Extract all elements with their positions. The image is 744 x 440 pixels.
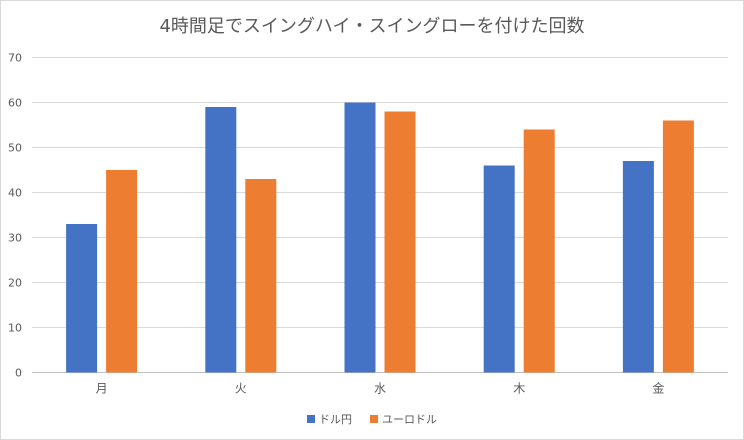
x-tick-label: 月 — [96, 382, 108, 396]
y-tick-label: 20 — [8, 277, 22, 290]
gridlines — [32, 57, 728, 373]
y-axis-ticks: 0 10 20 30 40 50 60 70 — [8, 52, 22, 380]
legend-item: ユーロドル — [370, 411, 437, 427]
chart-title: 4時間足でスイングハイ・スイングローを付けた回数 — [159, 16, 585, 37]
bar-series-1-0 — [106, 170, 138, 373]
x-axis-ticks: 月火水木金 — [96, 381, 665, 396]
x-tick-label: 火 — [235, 382, 247, 396]
bar-series-0-0 — [66, 224, 98, 373]
bar-series-1-2 — [384, 111, 416, 373]
legend-label: ユーロドル — [382, 413, 437, 426]
y-tick-label: 50 — [8, 142, 22, 155]
bar-series-0-4 — [622, 161, 654, 373]
bar-series-0-3 — [483, 165, 515, 373]
bar-series-0-1 — [205, 107, 237, 373]
legend-item: ドル円 — [307, 411, 352, 427]
bar-series-1-1 — [245, 179, 277, 373]
y-tick-label: 60 — [8, 97, 22, 110]
y-tick-label: 0 — [15, 367, 22, 380]
y-tick-label: 40 — [8, 187, 22, 200]
legend-label: ドル円 — [319, 413, 352, 426]
y-tick-label: 30 — [8, 232, 22, 245]
bars — [66, 102, 694, 373]
x-tick-label: 木 — [513, 382, 525, 396]
bar-series-1-3 — [523, 129, 555, 373]
x-tick-label: 水 — [374, 382, 386, 396]
y-tick-label: 70 — [8, 52, 22, 65]
legend-swatch — [307, 415, 315, 423]
legend-swatch — [370, 415, 378, 423]
y-tick-label: 10 — [8, 322, 22, 335]
x-tick-label: 金 — [652, 381, 664, 396]
bar-series-1-4 — [662, 120, 694, 373]
legend: ドル円 ユーロドル — [0, 411, 744, 427]
bar-series-0-2 — [344, 102, 376, 373]
